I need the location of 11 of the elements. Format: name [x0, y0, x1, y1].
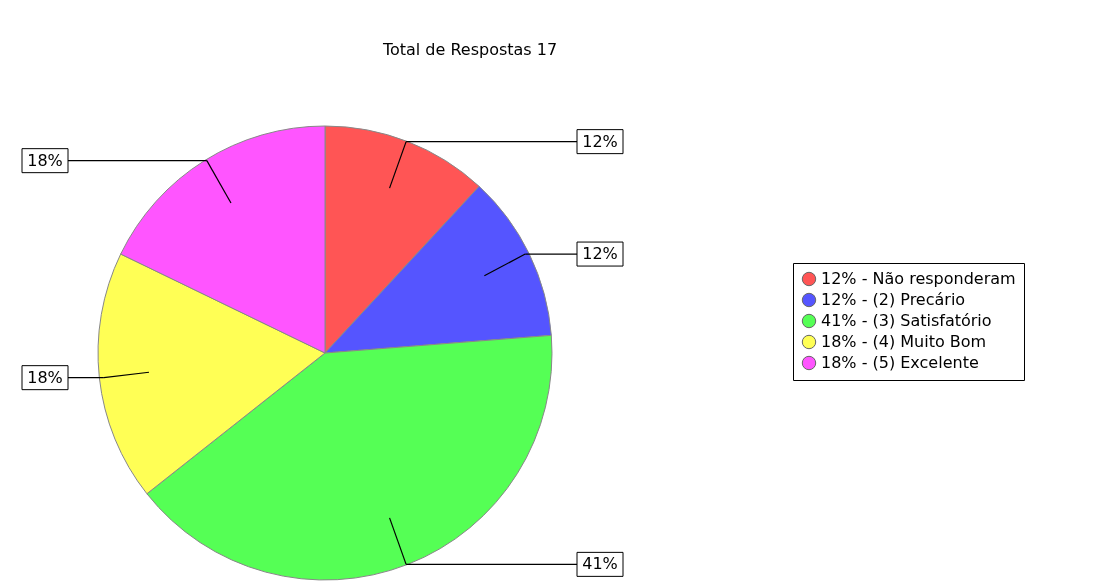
data-label: 12% — [582, 244, 618, 264]
data-label: 12% — [582, 131, 618, 151]
legend-label: 18% - (5) Excelente — [821, 353, 979, 372]
legend-label: 18% - (4) Muito Bom — [821, 332, 987, 351]
legend-label: 12% - Não responderam — [821, 269, 1016, 288]
legend-label: 41% - (3) Satisfatório — [821, 311, 992, 330]
data-label: 18% — [27, 367, 63, 387]
legend-label: 12% - (2) Precário — [821, 290, 966, 309]
data-label: 41% — [582, 554, 618, 574]
chart-title: Total de Respostas 17 — [381, 40, 558, 59]
data-label: 18% — [27, 150, 63, 170]
